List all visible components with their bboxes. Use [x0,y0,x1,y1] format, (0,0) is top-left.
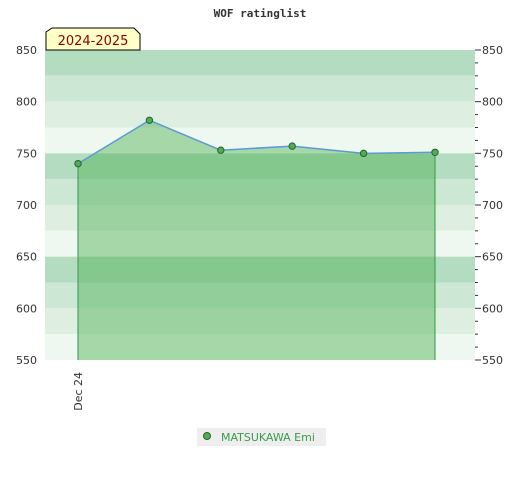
season-label: 2024-2025 [58,34,129,49]
grid-band [45,308,475,335]
y-tick-label-left: 550 [16,354,37,367]
grid-band [45,334,475,360]
data-point [217,146,225,154]
y-tick-label-left: 850 [16,44,37,57]
y-tick-label-right: 850 [482,44,503,57]
legend-series-name: MATSUKAWA Emi [221,431,315,444]
y-tick-label-right: 550 [482,354,503,367]
grid-band [45,101,475,128]
data-point [359,149,368,158]
series-marks [74,116,439,168]
y-tick-label-right: 700 [482,199,503,212]
grid-band [45,230,475,257]
grid-band [45,50,475,76]
y-tick-label-left: 800 [16,96,37,109]
grid-band [45,75,475,102]
grid-band [45,205,475,231]
area-layer [77,120,436,361]
data-point [431,148,439,157]
grid-band [45,256,475,283]
y-tick-label-right: 600 [482,302,503,315]
axes: 550 550 600 600 650 650 700 700 750 750 800 800 850 8… [16,44,503,411]
series-area [78,120,435,361]
grid-band [45,282,475,309]
y-tick-label-left: 700 [16,199,37,212]
x-tick-label: Dec 24 [72,372,85,411]
season-badge: 2024-2025 [45,27,141,51]
grid-band [45,153,475,180]
y-tick-label-right: 650 [482,251,503,264]
y-tick-label-left: 750 [16,147,37,160]
legend-marker-icon [203,432,211,440]
y-tick-label-left: 650 [16,251,37,264]
data-point [74,159,82,168]
chart-title: WOF ratinglist [214,7,307,20]
y-tick-label-right: 800 [482,96,503,109]
data-point [288,142,296,150]
y-tick-label-right: 750 [482,147,503,160]
grid-band [45,179,475,205]
data-point [145,116,154,124]
legend[interactable]: MATSUKAWA Emi [197,428,326,446]
background-bands [45,50,475,360]
y-tick-label-left: 600 [16,302,37,315]
series-line [77,119,436,165]
